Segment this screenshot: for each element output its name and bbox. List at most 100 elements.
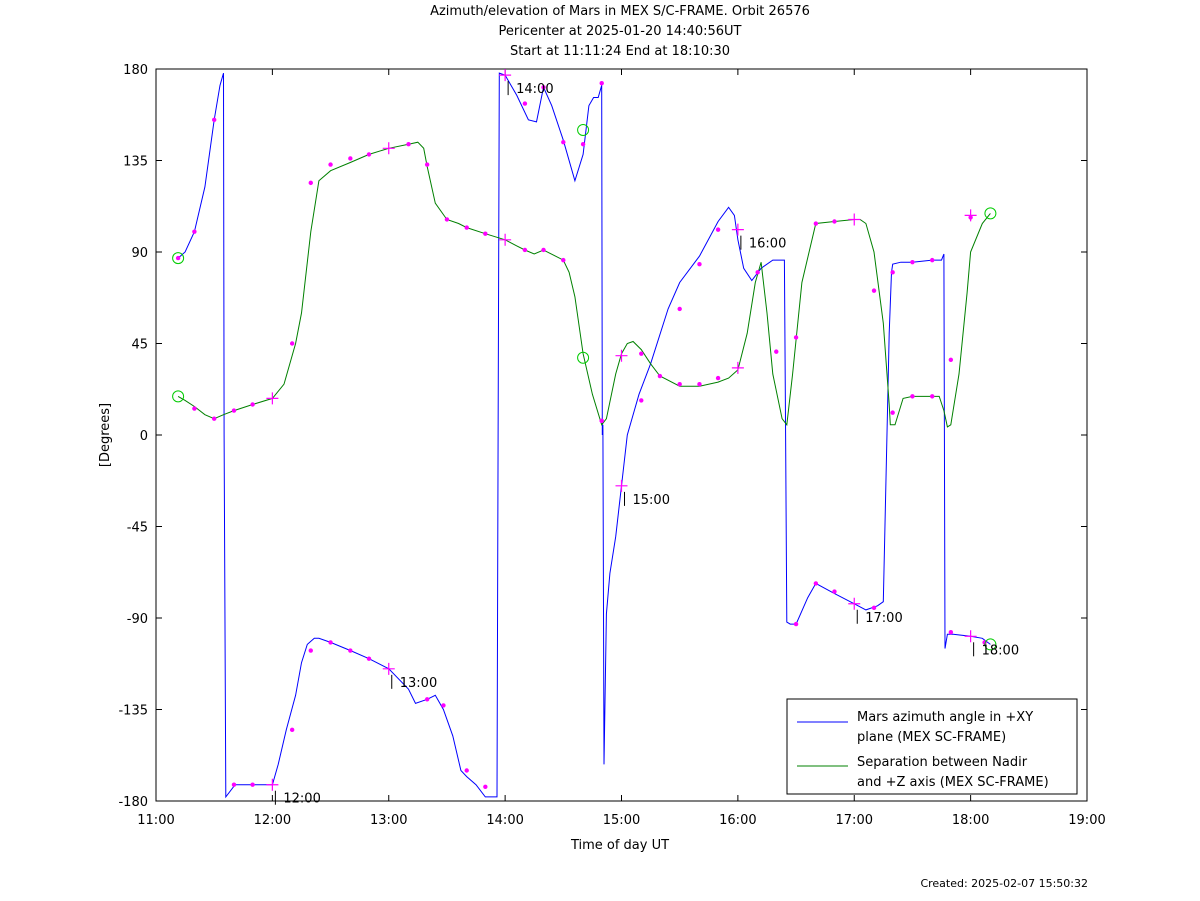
plus-marker-8 <box>382 662 395 675</box>
marker-layer: 12:00 13:00 14:00 15:00 16:00 17:00 18:00 <box>172 69 1019 807</box>
y-tick-label-1: 135 <box>123 155 148 170</box>
marker-dot-3 <box>231 782 237 787</box>
hour-label-6: 18:00 <box>982 643 1019 658</box>
marker-dot-35 <box>211 416 217 421</box>
plus-marker-5 <box>848 213 861 226</box>
marker-dot-22 <box>697 262 702 267</box>
marker-dot-24 <box>755 270 760 275</box>
marker-dot-18 <box>599 81 604 86</box>
x-tick-label-7: 18:00 <box>952 813 989 828</box>
marker-dot-31 <box>930 257 935 263</box>
marker-dot-48 <box>522 247 528 253</box>
marker-dot-15 <box>541 85 546 90</box>
marker-dot-49 <box>541 247 546 253</box>
y-axis-label: [Degrees] <box>98 403 113 467</box>
y-tick-label-4: 0 <box>140 429 148 444</box>
y-tick-label-3: 45 <box>131 338 148 353</box>
marker-dot-16 <box>561 140 566 145</box>
hour-label-0: 12:00 <box>283 792 320 807</box>
marker-dot-46 <box>464 225 469 230</box>
hour-label-3: 15:00 <box>633 493 670 508</box>
marker-dot-56 <box>715 375 721 381</box>
chart-title-line-1: Azimuth/elevation of Mars in MEX S/C-FRA… <box>430 4 810 19</box>
series-layer <box>177 72 991 799</box>
marker-dot-39 <box>308 180 313 186</box>
plus-marker-4 <box>731 361 744 374</box>
hour-label-1: 13:00 <box>400 676 437 691</box>
marker-dot-60 <box>832 219 837 224</box>
marker-dot-10 <box>424 697 430 702</box>
marker-dot-65 <box>948 357 954 362</box>
marker-dot-44 <box>424 162 430 167</box>
plus-marker-10 <box>615 479 628 492</box>
marker-dot-17 <box>580 142 586 147</box>
marker-dot-59 <box>813 221 819 226</box>
hour-label-5: 17:00 <box>865 611 902 626</box>
marker-dot-12 <box>464 768 469 773</box>
x-tick-label-3: 14:00 <box>486 813 523 828</box>
marker-dot-11 <box>441 703 446 708</box>
marker-dot-27 <box>832 589 837 594</box>
legend: Mars azimuth angle in +XY plane (MEX SC-… <box>786 698 1078 795</box>
marker-dot-37 <box>250 402 255 407</box>
marker-dot-54 <box>677 381 682 387</box>
circle-marker-3 <box>577 351 590 364</box>
series-line-0 <box>177 72 991 799</box>
hour-label-4: 16:00 <box>749 237 786 252</box>
marker-dot-50 <box>561 257 566 263</box>
marker-dot-64 <box>930 394 935 399</box>
marker-dot-7 <box>328 640 333 645</box>
marker-dot-0 <box>175 255 181 261</box>
x-tick-label-2: 13:00 <box>370 813 407 828</box>
plus-marker-3 <box>615 349 628 362</box>
plus-marker-1 <box>382 142 395 155</box>
circle-marker-2 <box>577 124 590 136</box>
legend-label-separation-1: Separation between Nadir <box>857 755 1028 770</box>
marker-dot-28 <box>871 605 877 611</box>
marker-dot-57 <box>774 349 779 354</box>
circle-marker-1 <box>172 390 185 403</box>
y-tick-label-0: 180 <box>123 63 148 78</box>
marker-dot-29 <box>890 270 895 275</box>
created-timestamp: Created: 2025-02-07 15:50:32 <box>920 877 1088 890</box>
circle-marker-0 <box>172 252 185 265</box>
y-tick-label-5: -45 <box>127 521 148 536</box>
marker-dot-58 <box>793 335 799 340</box>
marker-dot-30 <box>910 259 915 265</box>
plot-frame <box>155 68 1088 802</box>
y-tick-label-6: -90 <box>127 612 148 627</box>
marker-dot-61 <box>871 288 877 293</box>
plus-marker-2 <box>499 233 512 246</box>
marker-dot-42 <box>366 152 372 157</box>
legend-box <box>786 698 1078 795</box>
plus-marker-13 <box>964 630 977 643</box>
y-tick-label-7: -135 <box>118 704 148 719</box>
marker-dot-6 <box>308 648 313 653</box>
legend-label-separation-2: and +Z axis (MEX SC-FRAME) <box>857 775 1049 790</box>
legend-label-azimuth-1: Mars azimuth angle in +XY <box>857 710 1033 725</box>
marker-dot-36 <box>231 408 237 413</box>
plus-marker-7 <box>266 778 279 791</box>
axis-ticks: 11:00 12:00 13:00 14:00 15:00 16:00 17:00 18:00… <box>118 63 1105 828</box>
plus-marker-11 <box>731 223 744 236</box>
circle-marker-5 <box>984 638 997 651</box>
x-tick-label-8: 19:00 <box>1068 813 1105 828</box>
marker-dot-34 <box>192 406 197 411</box>
x-tick-label-0: 11:00 <box>137 813 174 828</box>
marker-dot-47 <box>483 231 488 236</box>
marker-dot-63 <box>910 394 915 399</box>
marker-dot-2 <box>211 117 217 123</box>
marker-dot-1 <box>192 229 197 234</box>
marker-dot-8 <box>348 648 353 653</box>
marker-dot-55 <box>697 381 702 387</box>
chart-title-line-2: Pericenter at 2025-01-20 14:40:56UT <box>498 24 742 39</box>
x-tick-label-1: 12:00 <box>254 813 291 828</box>
x-tick-label-4: 15:00 <box>603 813 640 828</box>
y-tick-label-2: 90 <box>131 246 148 261</box>
marker-dot-40 <box>328 162 333 167</box>
marker-dot-41 <box>348 156 353 161</box>
marker-dot-5 <box>289 727 295 733</box>
series-line-1 <box>177 141 991 428</box>
marker-dot-9 <box>366 656 372 661</box>
